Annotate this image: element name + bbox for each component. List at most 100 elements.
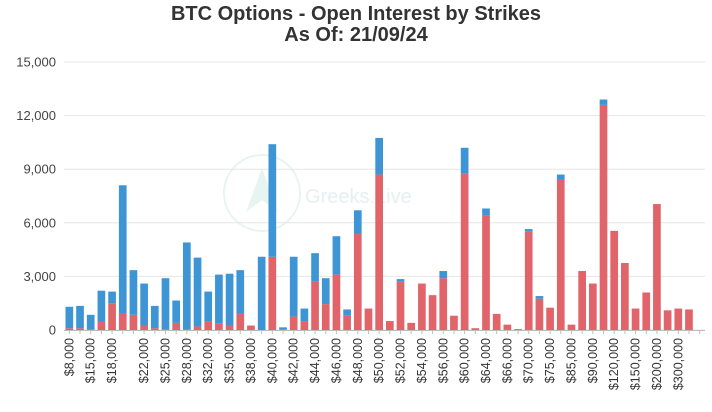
chart-header: BTC Options - Open Interest by Strikes A… (0, 4, 712, 46)
bar-red (599, 104, 608, 330)
bar-red (215, 323, 223, 330)
bar-red (642, 292, 651, 330)
bar-red (236, 313, 245, 330)
bar-blue (86, 314, 95, 330)
x-tick-label: $200,000 (650, 338, 664, 390)
bar-red (492, 313, 501, 330)
bar-red (76, 328, 84, 330)
bar-blue (150, 305, 159, 329)
x-tick-label: $56,000 (436, 338, 450, 383)
x-tick-label: $15,000 (84, 338, 98, 383)
x-tick-label: $35,000 (223, 338, 237, 383)
bar-blue (396, 279, 405, 282)
y-tick-label: 3,000 (23, 269, 56, 284)
bar-red (653, 204, 661, 330)
bar-red (578, 271, 586, 330)
bar-red (460, 173, 469, 330)
bar-red (86, 329, 95, 330)
bars (65, 99, 693, 330)
watermark-circle (223, 154, 301, 232)
y-axis-ticks: 0 3,000 6,000 9,000 12,000 15,000 (16, 55, 56, 338)
bar-red (396, 281, 405, 330)
bar-red (343, 315, 351, 330)
x-tick-label: $44,000 (308, 338, 322, 383)
bar-blue (289, 256, 298, 317)
x-tick-label: $85,000 (564, 338, 578, 383)
bar-blue (524, 229, 533, 232)
bar-red (65, 328, 74, 330)
bar-blue (556, 174, 565, 180)
y-tick-label: 15,000 (16, 55, 56, 70)
bar-blue (439, 271, 448, 279)
x-tick-label: $25,000 (158, 338, 172, 383)
x-tick-label: $54,000 (415, 338, 429, 383)
x-tick-label: $120,000 (607, 338, 621, 390)
bar-red (332, 274, 341, 330)
bar-blue (97, 290, 106, 322)
x-axis-ticks: $8,000 $15,000 $18,000 $22,000 $25,000 $28,00… (62, 330, 701, 390)
bar-red (674, 308, 683, 330)
x-tick-label: $32,000 (201, 338, 215, 383)
bar-red (300, 321, 309, 330)
bar-blue (204, 291, 213, 322)
y-tick-label: 9,000 (23, 162, 56, 177)
x-tick-label: $40,000 (265, 338, 279, 383)
bar-red (97, 321, 106, 330)
x-tick-label: $28,000 (180, 338, 194, 383)
chart-subtitle: As Of: 21/09/24 (284, 24, 428, 46)
x-tick-label: $66,000 (500, 338, 514, 383)
bar-red (524, 231, 533, 330)
y-tick-label: 6,000 (23, 215, 56, 230)
x-tick-label: $38,000 (244, 338, 258, 383)
bar-blue (65, 306, 74, 329)
bar-red (193, 326, 202, 330)
bar-red (567, 324, 576, 330)
bar-red (450, 315, 458, 330)
x-tick-label: $150,000 (629, 338, 643, 390)
x-tick-label: $22,000 (137, 338, 151, 383)
bar-red (588, 283, 597, 330)
bar-red (225, 325, 234, 330)
bar-blue (129, 270, 138, 315)
bar-blue (311, 253, 319, 282)
x-tick-label: $50,000 (372, 338, 386, 383)
bar-blue (140, 283, 148, 326)
bar-blue (482, 208, 490, 216)
x-tick-label: $90,000 (586, 338, 600, 383)
bar-red (140, 325, 148, 330)
bar-red (407, 322, 416, 330)
x-tick-label: $8,000 (62, 338, 76, 376)
bar-red (311, 281, 319, 330)
x-tick-label: $70,000 (522, 338, 536, 383)
bar-red (535, 298, 544, 330)
bar-red (183, 329, 191, 330)
bar-red (364, 308, 373, 330)
bar-red (610, 230, 619, 330)
bar-red (118, 313, 127, 330)
bar-blue (215, 274, 223, 324)
bar-blue (225, 273, 234, 326)
y-tick-label: 0 (49, 323, 56, 338)
y-tick-label: 12,000 (16, 108, 56, 123)
bar-red (247, 325, 255, 330)
bar-red (129, 314, 138, 330)
x-tick-label: $48,000 (351, 338, 365, 383)
x-tick-label: $75,000 (543, 338, 557, 383)
bar-red (663, 310, 672, 330)
bar-red (556, 179, 565, 330)
bar-red (108, 303, 116, 330)
bar-blue (268, 144, 277, 257)
bar-red (375, 174, 383, 330)
x-tick-label: $64,000 (479, 338, 493, 383)
bar-red (279, 329, 287, 330)
watermark-text: Greeks.Live (305, 186, 412, 208)
x-tick-label: $46,000 (329, 338, 343, 383)
bar-blue (257, 256, 266, 330)
bar-red (386, 321, 394, 330)
bar-blue (460, 147, 469, 174)
bar-red (621, 263, 629, 330)
bar-blue (321, 278, 330, 305)
bar-blue (161, 278, 170, 330)
x-tick-label: $52,000 (394, 338, 408, 383)
